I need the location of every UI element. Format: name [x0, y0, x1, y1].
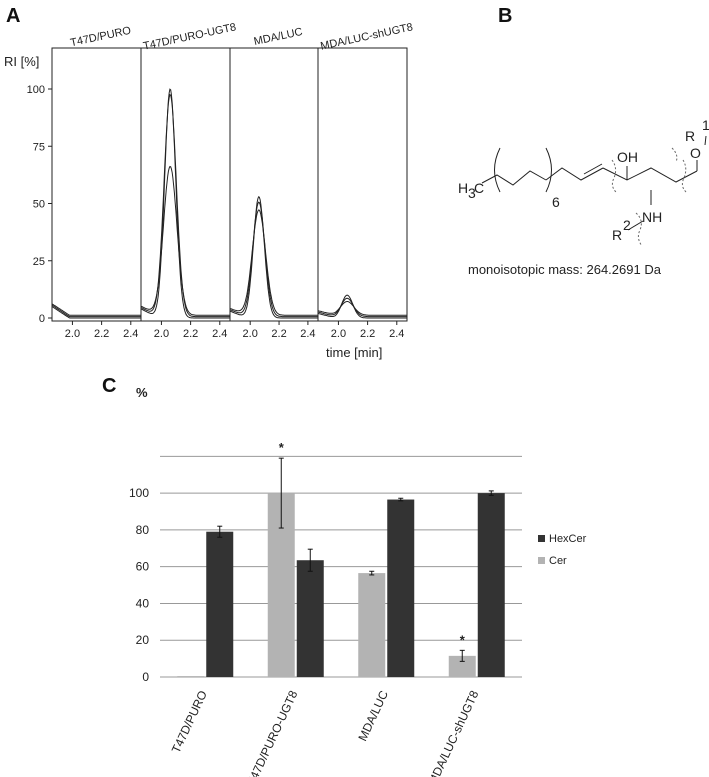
x-tick-label: 2.0	[243, 328, 258, 340]
bar-hexcer	[296, 560, 324, 677]
panel-a-xlabel: time [min]	[326, 345, 382, 360]
chromatogram-frame	[317, 47, 408, 322]
chromatogram-trace	[229, 209, 318, 316]
fragmentation-mark-o	[671, 147, 678, 163]
chromatogram-title: MDA/LUC	[253, 26, 304, 48]
chromatogram-trace	[317, 297, 407, 318]
panel-c-label: C	[102, 375, 116, 397]
panel-c-bar-chart: 0 20 40 60 80 100 T47D/PURO T47D/PURO-UGT8 MDA/L…	[129, 440, 522, 777]
legend-swatch-cer	[538, 557, 545, 564]
x-tick-label: 2.0	[154, 328, 169, 340]
x-tick-label: 2.4	[123, 328, 138, 340]
significance-star: *	[279, 440, 285, 455]
fragmentation-mark-oh	[611, 159, 617, 193]
panel-b-label: B	[498, 5, 512, 27]
alkyl-chain-bond	[481, 170, 547, 186]
panel-a-label: A	[6, 5, 20, 27]
monoisotopic-mass: monoisotopic mass: 264.2691 Da	[468, 262, 662, 277]
chromatogram-trace	[51, 303, 141, 316]
panel-a-ylabel: RI [%]	[4, 54, 39, 69]
y-tick-label: 25	[33, 256, 45, 268]
x-tick-label: 2.4	[389, 328, 404, 340]
chromatogram-trace	[51, 306, 141, 319]
category-label: MDA/LUC-shUGT8	[425, 688, 481, 777]
o-r1-bond	[704, 135, 707, 146]
nh-label: NH	[642, 209, 662, 225]
chromatogram-frame	[51, 47, 142, 322]
legend-label-cer: Cer	[549, 555, 567, 567]
r2-label: R	[612, 227, 622, 243]
oh-label: OH	[617, 149, 638, 165]
chromatogram-frame	[140, 47, 231, 322]
chromatogram-trace	[140, 93, 230, 318]
panel-a-y-axis: 0 25 50 75 100	[27, 84, 52, 325]
x-tick-label: 2.4	[212, 328, 227, 340]
repeat-count: 6	[552, 194, 560, 210]
chromatogram-title: T47D/PURO	[69, 25, 132, 50]
y-tick-label: 100	[27, 84, 45, 96]
ceramide-structure: OH O R 1 H 3 C 6 NH R 2	[458, 117, 709, 247]
fragmentation-mark-ch2o	[681, 159, 687, 193]
chromatogram-trace	[317, 301, 407, 316]
x-tick-label: 2.0	[65, 328, 80, 340]
x-tick-label: 2.2	[360, 328, 375, 340]
h3c-h: H	[458, 180, 468, 196]
chromatogram-trace	[140, 88, 230, 319]
double-bond-second-line	[583, 163, 603, 175]
y-tick-label: 40	[136, 596, 150, 610]
panel-c-ylabel: %	[136, 385, 148, 400]
category-label: T47D/PURO-UGT8	[244, 688, 301, 777]
y-tick-label: 0	[39, 313, 45, 325]
vinyl-bond	[545, 167, 604, 181]
x-tick-label: 2.2	[94, 328, 109, 340]
panel-c-legend: HexCer Cer	[538, 533, 587, 567]
h3c-subscript: 3	[468, 185, 476, 201]
bar-cer	[177, 676, 205, 677]
category-label: MDA/LUC	[355, 688, 391, 743]
bar-cer	[448, 655, 476, 677]
legend-swatch-hexcer	[538, 535, 545, 542]
bar-hexcer	[477, 493, 505, 677]
chromatogram-trace	[229, 201, 318, 318]
r1-label: R	[685, 128, 695, 144]
x-tick-label: 2.2	[183, 328, 198, 340]
y-tick-label: 75	[33, 141, 45, 153]
repeat-open-bracket	[494, 147, 501, 193]
y-tick-label: 100	[129, 486, 149, 500]
legend-label-hexcer: HexCer	[549, 533, 587, 545]
h3c-c: C	[474, 180, 484, 196]
chromatogram-frame	[229, 47, 319, 322]
r1-superscript: 1	[702, 117, 709, 133]
y-tick-label: 80	[136, 523, 150, 537]
o-label: O	[690, 145, 701, 161]
y-tick-label: 50	[33, 199, 45, 211]
fragmentation-mark-nh	[635, 212, 643, 247]
nh-r2-bond	[627, 220, 644, 231]
category-label: T47D/PURO	[169, 688, 210, 755]
repeat-close-bracket	[545, 147, 552, 193]
chromatogram-trace	[51, 304, 141, 318]
x-tick-label: 2.4	[300, 328, 315, 340]
x-tick-label: 2.2	[271, 328, 286, 340]
chromatogram-trace	[229, 196, 318, 319]
backbone-bond	[602, 167, 698, 183]
chromatogram-trace	[140, 165, 230, 316]
x-tick-label: 2.0	[331, 328, 346, 340]
significance-star: *	[460, 632, 466, 647]
chromatogram-trace	[317, 294, 407, 319]
y-tick-label: 20	[136, 633, 150, 647]
bar-hexcer	[387, 499, 415, 677]
bar-cer	[358, 573, 386, 677]
bar-hexcer	[206, 531, 234, 677]
r2-superscript: 2	[623, 217, 631, 233]
y-tick-label: 0	[142, 670, 149, 684]
y-tick-label: 60	[136, 560, 150, 574]
